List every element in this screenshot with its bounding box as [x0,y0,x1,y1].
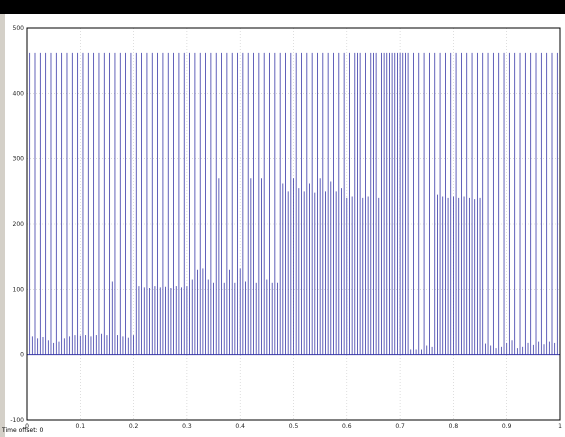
x-tick-label: 1 [558,423,562,430]
x-tick-label: 0.8 [449,423,459,430]
x-tick-label: 0.3 [182,423,192,430]
x-axis-ticks: 0 0.1 0.2 0.3 0.4 0.5 0.6 0.7 0.8 0.9 1 [25,423,562,430]
y-axis-ticks: 500 400 300 200 100 0 -100 [10,25,24,424]
title-bar [0,0,565,14]
scope-display: 500 400 300 200 100 0 -100 0 0.1 0.2 0.3 0.4 0.5 0.6… [5,14,565,437]
plot-frame [26,27,561,421]
x-tick-label: 0.1 [76,423,86,430]
y-tick-label: 400 [13,90,25,97]
y-tick-label: 200 [13,221,25,228]
x-tick-label: 0.7 [395,423,405,430]
y-tick-label: 100 [13,286,25,293]
signal-trace [26,52,560,356]
y-tick-label: 500 [13,25,25,32]
x-tick-label: 0.5 [289,423,299,430]
x-tick-label: 0.4 [235,423,245,430]
x-tick-label: 0.9 [502,423,512,430]
y-tick-label: -100 [10,417,24,424]
x-tick-label: 0 [25,423,29,430]
y-tick-label: 300 [13,156,25,163]
y-tick-label: 0 [20,352,24,359]
x-tick-label: 0.2 [129,423,139,430]
time-offset-label: Time offset: 0 [2,427,44,434]
x-tick-label: 0.6 [342,423,352,430]
